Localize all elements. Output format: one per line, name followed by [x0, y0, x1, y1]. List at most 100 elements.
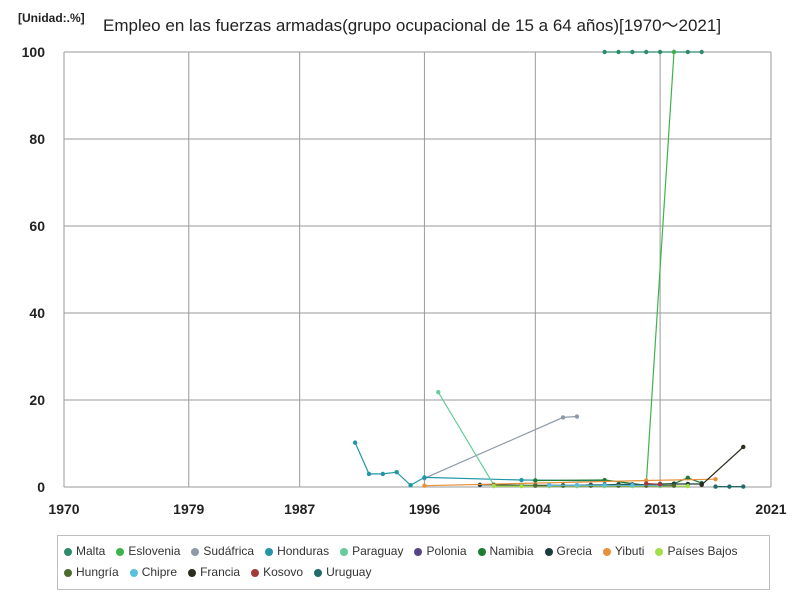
data-point-malta-2013 — [657, 49, 663, 55]
data-point-honduras-1994 — [394, 470, 399, 475]
legend-marker-sudafrica — [191, 547, 200, 556]
legend-marker-grecia — [544, 547, 553, 556]
y-tick-label-0: 0 — [37, 479, 45, 495]
series-layer — [352, 49, 746, 489]
data-point-yibuti-2017 — [713, 476, 718, 482]
data-point-sudafrica-2006 — [560, 415, 566, 420]
legend-label-eslovenia: Eslovenia — [128, 544, 181, 558]
legend-marker-uruguay — [314, 568, 323, 577]
legend-label-francia: Francia — [200, 565, 241, 579]
legend-item-grecia: Grecia — [544, 541, 592, 562]
x-tick-label-2004: 2004 — [520, 501, 551, 517]
legend-label-chipre: Chipre — [141, 565, 178, 579]
data-point-uruguay-2018 — [727, 484, 732, 489]
x-tick-label-1970: 1970 — [48, 501, 79, 517]
series-honduras — [352, 440, 607, 488]
chart-title: Empleo en las fuerzas armadas(grupo ocup… — [103, 16, 722, 35]
series-uruguay — [713, 484, 746, 489]
legend-item-yibuti: Yibuti — [602, 541, 645, 562]
data-point-malta-2012 — [644, 49, 649, 55]
legend-marker-namibia — [477, 547, 486, 556]
data-point-francia-2019 — [741, 444, 746, 450]
x-tick-label-2021: 2021 — [755, 501, 786, 517]
data-point-hungria-2014 — [671, 483, 677, 488]
data-point-yibuti-1996 — [422, 483, 427, 488]
data-point-uruguay-2019 — [741, 484, 746, 489]
x-tick-label-1979: 1979 — [173, 501, 204, 517]
series-chipre — [546, 483, 663, 488]
legend-label-honduras: Honduras — [277, 544, 330, 558]
data-point-honduras-1995 — [408, 483, 413, 488]
legend-item-paraguay: Paraguay — [340, 541, 403, 562]
data-point-malta-2015 — [685, 49, 691, 55]
data-point-malta-2011 — [630, 49, 635, 55]
legend: Malta Eslovenia Sudáfrica Honduras Paraguay P… — [57, 535, 770, 590]
legend-marker-chipre — [129, 568, 138, 577]
legend-marker-kosovo — [251, 568, 260, 577]
legend-item-polonia: Polonia — [414, 541, 467, 562]
y-tick-label-80: 80 — [29, 131, 45, 147]
legend-item-honduras: Honduras — [265, 541, 329, 562]
series-line-kosovo — [646, 482, 661, 485]
data-point-eslovenia-2014 — [671, 49, 677, 55]
legend-label-paises-bajos: Países Bajos — [667, 544, 738, 558]
data-point-malta-2016 — [699, 49, 704, 55]
legend-label-sudafrica: Sudáfrica — [203, 544, 255, 558]
legend-marker-paraguay — [340, 547, 349, 556]
legend-item-namibia: Namibia — [477, 541, 534, 562]
legend-marker-eslovenia — [116, 547, 125, 556]
line-chart: 1970 1979 1987 1996 2004 2013 2021 0 20 40 60 80 10… — [22, 44, 787, 517]
legend-label-yibuti: Yibuti — [614, 544, 645, 558]
x-axis-tick-labels: 1970 1979 1987 1996 2004 2013 2021 — [48, 501, 786, 517]
series-yibuti — [422, 476, 718, 488]
data-point-namibia-2015 — [685, 475, 691, 481]
grid-lines — [63, 51, 772, 488]
legend-marker-malta — [64, 547, 72, 556]
legend-item-uruguay: Uruguay — [314, 562, 371, 583]
legend-label-polonia: Polonia — [426, 544, 467, 558]
legend-marker-honduras — [265, 547, 274, 556]
y-tick-label-100: 100 — [22, 44, 46, 60]
legend-item-malta: Malta — [64, 541, 105, 562]
y-tick-label-40: 40 — [29, 305, 45, 321]
legend-marker-polonia — [414, 547, 423, 556]
series-line-honduras — [354, 442, 605, 487]
legend-label-uruguay: Uruguay — [326, 565, 372, 579]
data-point-chipre-2011 — [630, 483, 635, 488]
legend-label-paraguay: Paraguay — [352, 544, 404, 558]
data-point-paises-bajos-2001 — [491, 483, 496, 489]
data-point-kosovo-2012 — [644, 481, 649, 486]
x-tick-label-1996: 1996 — [409, 501, 440, 517]
data-point-namibia-2004 — [533, 478, 538, 483]
legend-item-hungria: Hungría — [64, 562, 119, 583]
data-point-yibuti-2012 — [644, 478, 649, 483]
y-tick-label-60: 60 — [29, 218, 45, 234]
series-francia — [699, 444, 746, 488]
series-kosovo — [644, 481, 663, 487]
legend-marker-hungria — [64, 568, 72, 577]
x-tick-label-2013: 2013 — [645, 501, 676, 517]
data-point-paises-bajos-2015 — [685, 483, 691, 489]
data-point-francia-2016 — [699, 482, 704, 488]
data-point-honduras-1991 — [352, 440, 358, 445]
data-point-sudafrica-2007 — [574, 414, 580, 419]
unit-label: [Unidad:.%] — [18, 11, 85, 25]
x-tick-label-1987: 1987 — [284, 501, 315, 517]
series-line-eslovenia — [645, 51, 675, 485]
series-line-francia — [701, 446, 744, 486]
data-point-kosovo-2013 — [657, 482, 663, 487]
legend-item-eslovenia: Eslovenia — [116, 541, 180, 562]
y-axis-tick-labels: 0 20 40 60 80 100 — [22, 44, 46, 495]
legend-label-grecia: Grecia — [556, 544, 592, 558]
data-point-malta-2010 — [616, 49, 621, 55]
legend-label-hungria: Hungría — [76, 565, 119, 579]
legend-item-kosovo: Kosovo — [251, 562, 303, 583]
data-point-paraguay-1997 — [436, 389, 441, 395]
data-point-honduras-1992 — [366, 471, 372, 477]
data-point-malta-2009 — [602, 49, 607, 55]
legend-marker-paises-bajos — [655, 547, 664, 556]
data-point-chipre-2009 — [602, 483, 607, 488]
series-line-paraguay — [437, 391, 495, 486]
legend-label-malta: Malta — [76, 544, 106, 558]
data-point-uruguay-2017 — [713, 484, 718, 489]
